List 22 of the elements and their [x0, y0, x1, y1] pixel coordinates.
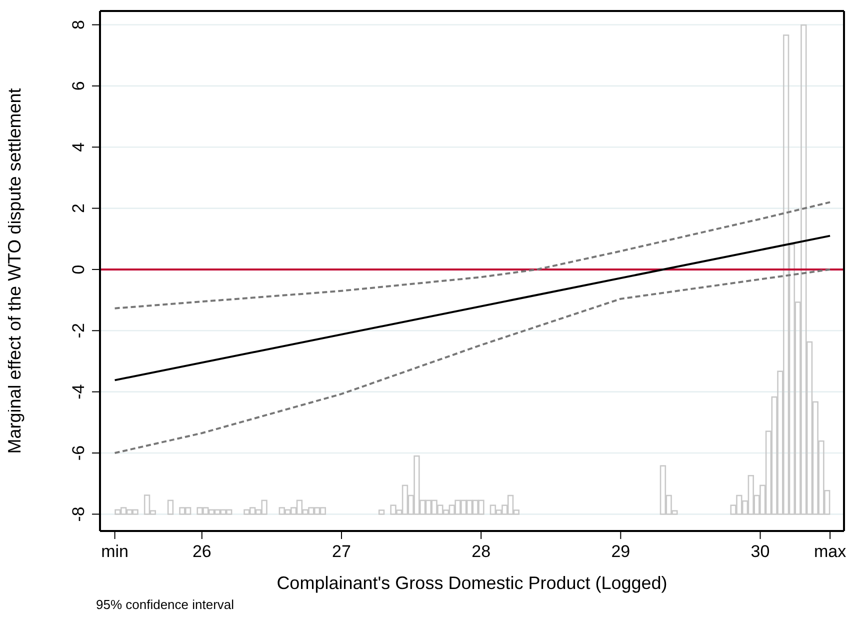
y-tick-label: -4: [69, 384, 88, 400]
bar: [378, 510, 385, 515]
line-series: [114, 268, 832, 454]
text: 95% confidence interval: [96, 597, 236, 612]
y-tick-label: 0: [69, 264, 88, 274]
y-tick-label: 2: [69, 204, 88, 214]
x-tick-label: 28: [472, 542, 491, 561]
y-tick-label: 4: [69, 142, 88, 152]
y-tick-label: -8: [69, 506, 88, 522]
x-tick-label: 27: [332, 542, 351, 561]
x-tick-label: max: [814, 542, 847, 561]
x-axis-title: Complainant's Gross Domestic Product (Logged): [276, 573, 668, 593]
x-tick-label: 26: [192, 542, 212, 561]
line-series: [114, 201, 832, 310]
y-tick-label: -6: [69, 445, 88, 461]
x-tick-label: min: [101, 542, 128, 561]
x-tick-label: 30: [750, 542, 770, 561]
x-tick-label: 29: [611, 542, 630, 561]
y-tick-label: -2: [69, 323, 88, 338]
bar: [167, 500, 174, 515]
y-tick-label: 6: [69, 81, 88, 91]
y-tick-label: 8: [69, 20, 88, 30]
